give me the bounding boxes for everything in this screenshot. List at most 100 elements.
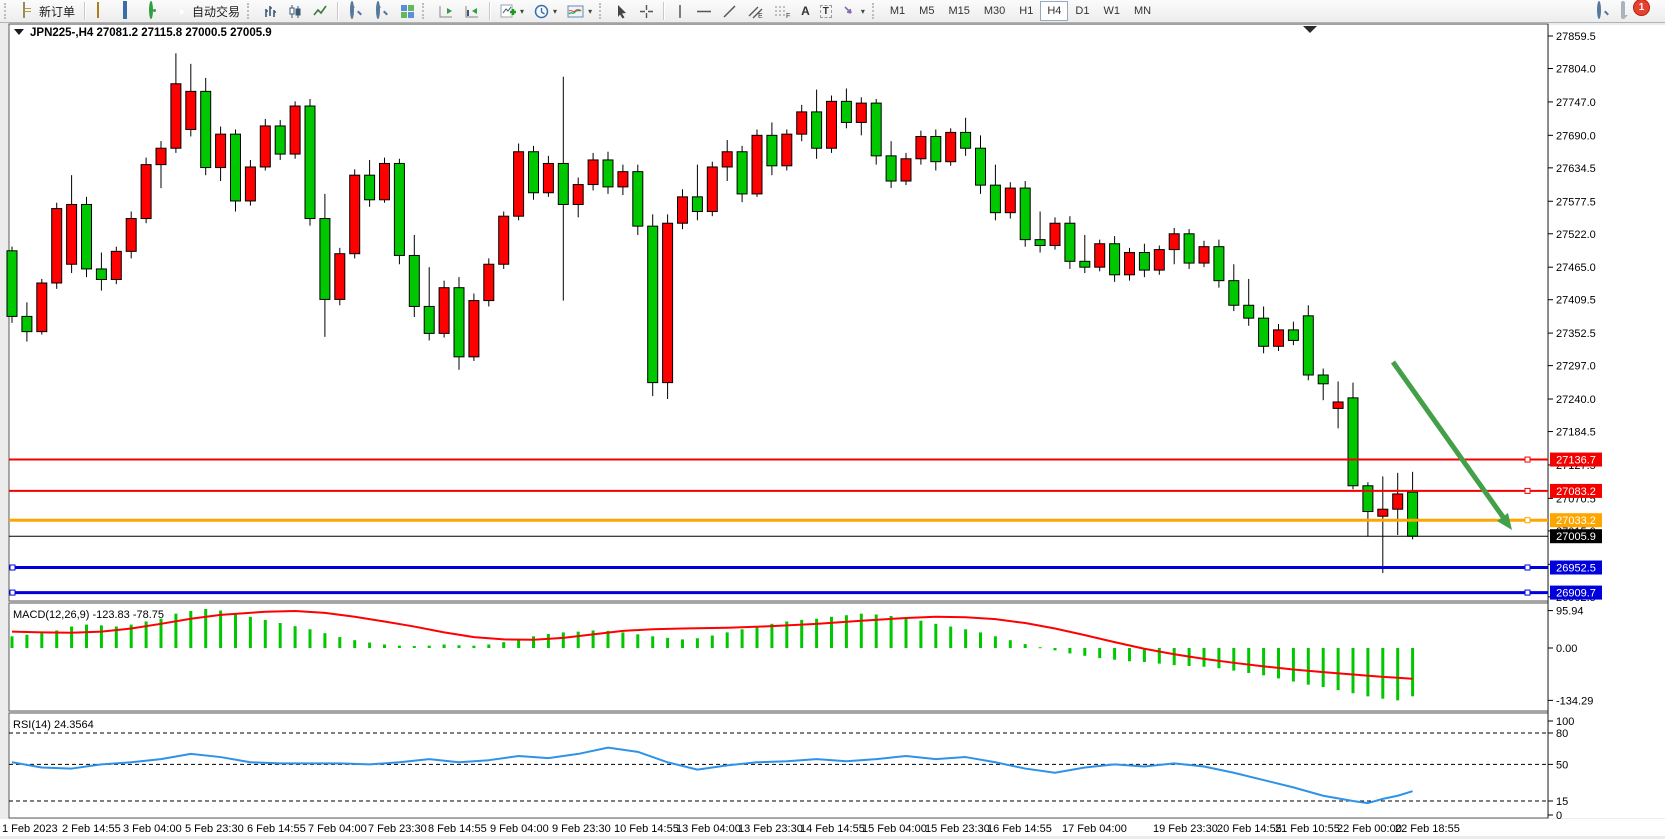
bear-candle [528, 151, 539, 194]
macd-hist-bar [412, 646, 416, 648]
data-window-icon [121, 1, 137, 19]
svg-text:27409.5: 27409.5 [1556, 295, 1596, 307]
text-button[interactable]: A [796, 1, 815, 21]
timeframe-M30[interactable]: M30 [977, 1, 1012, 21]
macd-hist-bar [114, 626, 118, 648]
bull-candle [1332, 401, 1344, 409]
macd-hist-bar [70, 626, 74, 648]
main-plot-area[interactable] [9, 25, 1548, 601]
indicators-button[interactable]: ▾ [495, 0, 529, 22]
timeframe-M1[interactable]: M1 [883, 1, 912, 21]
timeframe-W1[interactable]: W1 [1096, 1, 1127, 21]
fibonacci-button[interactable]: F [769, 1, 796, 22]
time-label: 19 Feb 23:30 [1153, 823, 1218, 835]
collapse-icon[interactable] [14, 29, 24, 35]
bull-candle [915, 135, 927, 160]
macd-hist-bar [383, 644, 386, 648]
dropdown-caret: ▾ [588, 6, 593, 16]
tile-windows-button[interactable] [395, 1, 420, 22]
indicators-add-icon [500, 4, 517, 18]
line-anchor[interactable] [9, 564, 16, 571]
timeframe-D1[interactable]: D1 [1068, 1, 1096, 21]
macd-hist-bar [710, 635, 714, 648]
search-button[interactable] [1590, 0, 1616, 22]
macd-hist-bar [40, 633, 44, 648]
bear-candle [632, 171, 644, 227]
dropdown-caret: ▾ [553, 6, 558, 16]
macd-hist-bar [219, 610, 223, 648]
macd-hist-bar [561, 632, 565, 648]
equidistant-channel-button[interactable]: E [742, 1, 769, 22]
macd-hist-bar [591, 630, 595, 648]
macd-hist-bar [323, 633, 327, 648]
line-anchor[interactable] [1524, 517, 1531, 524]
macd-hist-bar [368, 642, 372, 648]
new-order-button[interactable]: 新订单 [15, 0, 80, 23]
bull-candle [244, 166, 256, 202]
bear-candle [1183, 233, 1195, 264]
svg-text:27522.0: 27522.0 [1556, 229, 1596, 241]
line-chart-button[interactable] [308, 1, 333, 22]
text-label-button[interactable]: T [815, 2, 837, 21]
line-anchor[interactable] [1524, 487, 1531, 494]
bear-candle [1302, 315, 1314, 376]
macd-hist-bar [1247, 648, 1251, 673]
arrows-button[interactable]: ▾ [837, 1, 870, 22]
time-label: 22 Feb 18:55 [1395, 823, 1460, 835]
timeframe-M5[interactable]: M5 [912, 1, 941, 21]
macd-hist-bar [1113, 648, 1117, 660]
macd-hist-bar [1083, 648, 1087, 656]
chart-shift-marker[interactable] [1303, 26, 1317, 33]
candlestick-chart-button[interactable] [283, 1, 308, 22]
horizontal-line-button[interactable] [691, 1, 717, 22]
navigator-button[interactable] [142, 0, 168, 22]
zoom-in-button[interactable]: + [343, 0, 369, 22]
timeframe-M15[interactable]: M15 [941, 1, 976, 21]
notifications-button[interactable]: 1 [1616, 0, 1655, 22]
macd-hist-bar [338, 637, 342, 648]
rsi-plot-area[interactable] [9, 713, 1548, 818]
trendline-button[interactable] [717, 1, 742, 22]
time-label: 13 Feb 23:30 [738, 823, 803, 835]
macd-hist-bar [1202, 648, 1206, 667]
timeframe-H4[interactable]: H4 [1040, 1, 1069, 21]
periods-button[interactable]: ▾ [529, 1, 562, 22]
auto-scroll-button[interactable] [433, 1, 459, 22]
line-anchor[interactable] [1524, 456, 1531, 463]
macd-hist-bar [785, 621, 789, 648]
bull-candle [826, 100, 837, 149]
timeframe-MN[interactable]: MN [1127, 1, 1158, 21]
cursor-button[interactable] [610, 1, 634, 22]
line-anchor[interactable] [1524, 564, 1531, 571]
market-watch-button[interactable] [90, 0, 116, 22]
macd-hist-bar [1128, 648, 1131, 662]
bear-candle [1109, 243, 1121, 276]
macd-hist-bar [1381, 648, 1385, 699]
bull-candle [1094, 243, 1106, 268]
macd-hist-bar [859, 613, 863, 648]
macd-plot-area[interactable] [9, 603, 1548, 711]
macd-hist-bar [204, 609, 208, 648]
annotation-arrow[interactable] [1390, 360, 1512, 530]
bear-candle [766, 134, 778, 167]
data-window-button[interactable] [116, 0, 142, 22]
chart-shift-button[interactable] [459, 1, 485, 22]
template-button[interactable]: ▾ [562, 1, 597, 22]
vertical-line-button[interactable] [669, 1, 691, 22]
timeframe-H1[interactable]: H1 [1012, 1, 1040, 21]
bear-candle [1019, 187, 1031, 241]
macd-hist-bar [1336, 648, 1340, 691]
macd-hist-bar [1306, 648, 1310, 685]
line-anchor[interactable] [1524, 589, 1531, 596]
bar-chart-button[interactable] [258, 1, 283, 22]
zoom-out-button[interactable]: − [369, 0, 395, 22]
autotrading-button[interactable]: 自动交易 [168, 0, 245, 23]
line-anchor[interactable] [9, 589, 16, 596]
macd-hist-bar [1366, 648, 1370, 697]
cursor-icon [618, 4, 627, 18]
macd-hist-bar [234, 613, 237, 648]
crosshair-button[interactable] [634, 1, 659, 22]
macd-hist-bar [949, 626, 953, 648]
